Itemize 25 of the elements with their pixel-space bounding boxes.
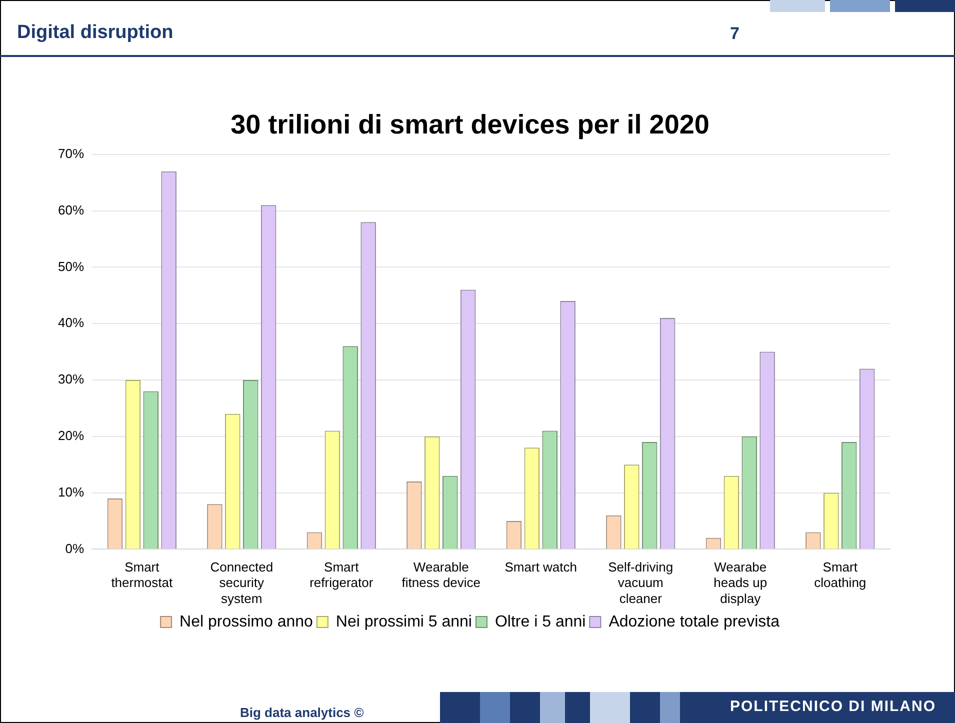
y-tick-label: 10% [58,484,84,500]
text: POLITECNICO DI MILANO [730,698,936,715]
legend-label: Oltre i 5 anni [494,613,586,630]
y-tick-label: 40% [58,315,84,330]
x-tick-label: Smart cloathing [814,560,866,590]
text: Digital disruption [17,22,174,44]
x-tick-label: Smart refrigerator [310,560,374,590]
x-tick-label: Wearable fitness device [402,560,481,590]
x-tick-label: Self-driving vacuum cleaner [608,560,674,606]
legend-label: Nel prossimo anno [180,613,314,630]
x-tick-label: Connected security system [210,560,274,606]
text: Big data analytics © [240,705,364,720]
y-tick-label: 70% [58,146,84,161]
legend-label: Nei prossimi 5 anni [336,613,472,630]
text: 7 [730,24,740,44]
legend-label: Adozione totale prevista [608,613,780,630]
x-tick-label: Smart thermostat [111,560,173,590]
y-tick-label: 30% [58,372,84,387]
x-tick-label: Wearabe heads up display [714,560,768,606]
y-tick-label: 60% [58,202,84,218]
x-tick-label: Smart watch [504,560,578,575]
y-tick-label: 0% [65,540,84,556]
chart-title: 30 trilioni di smart devices per il 2020 [230,110,710,140]
y-tick-label: 20% [58,428,84,443]
y-tick-label: 50% [58,258,84,274]
